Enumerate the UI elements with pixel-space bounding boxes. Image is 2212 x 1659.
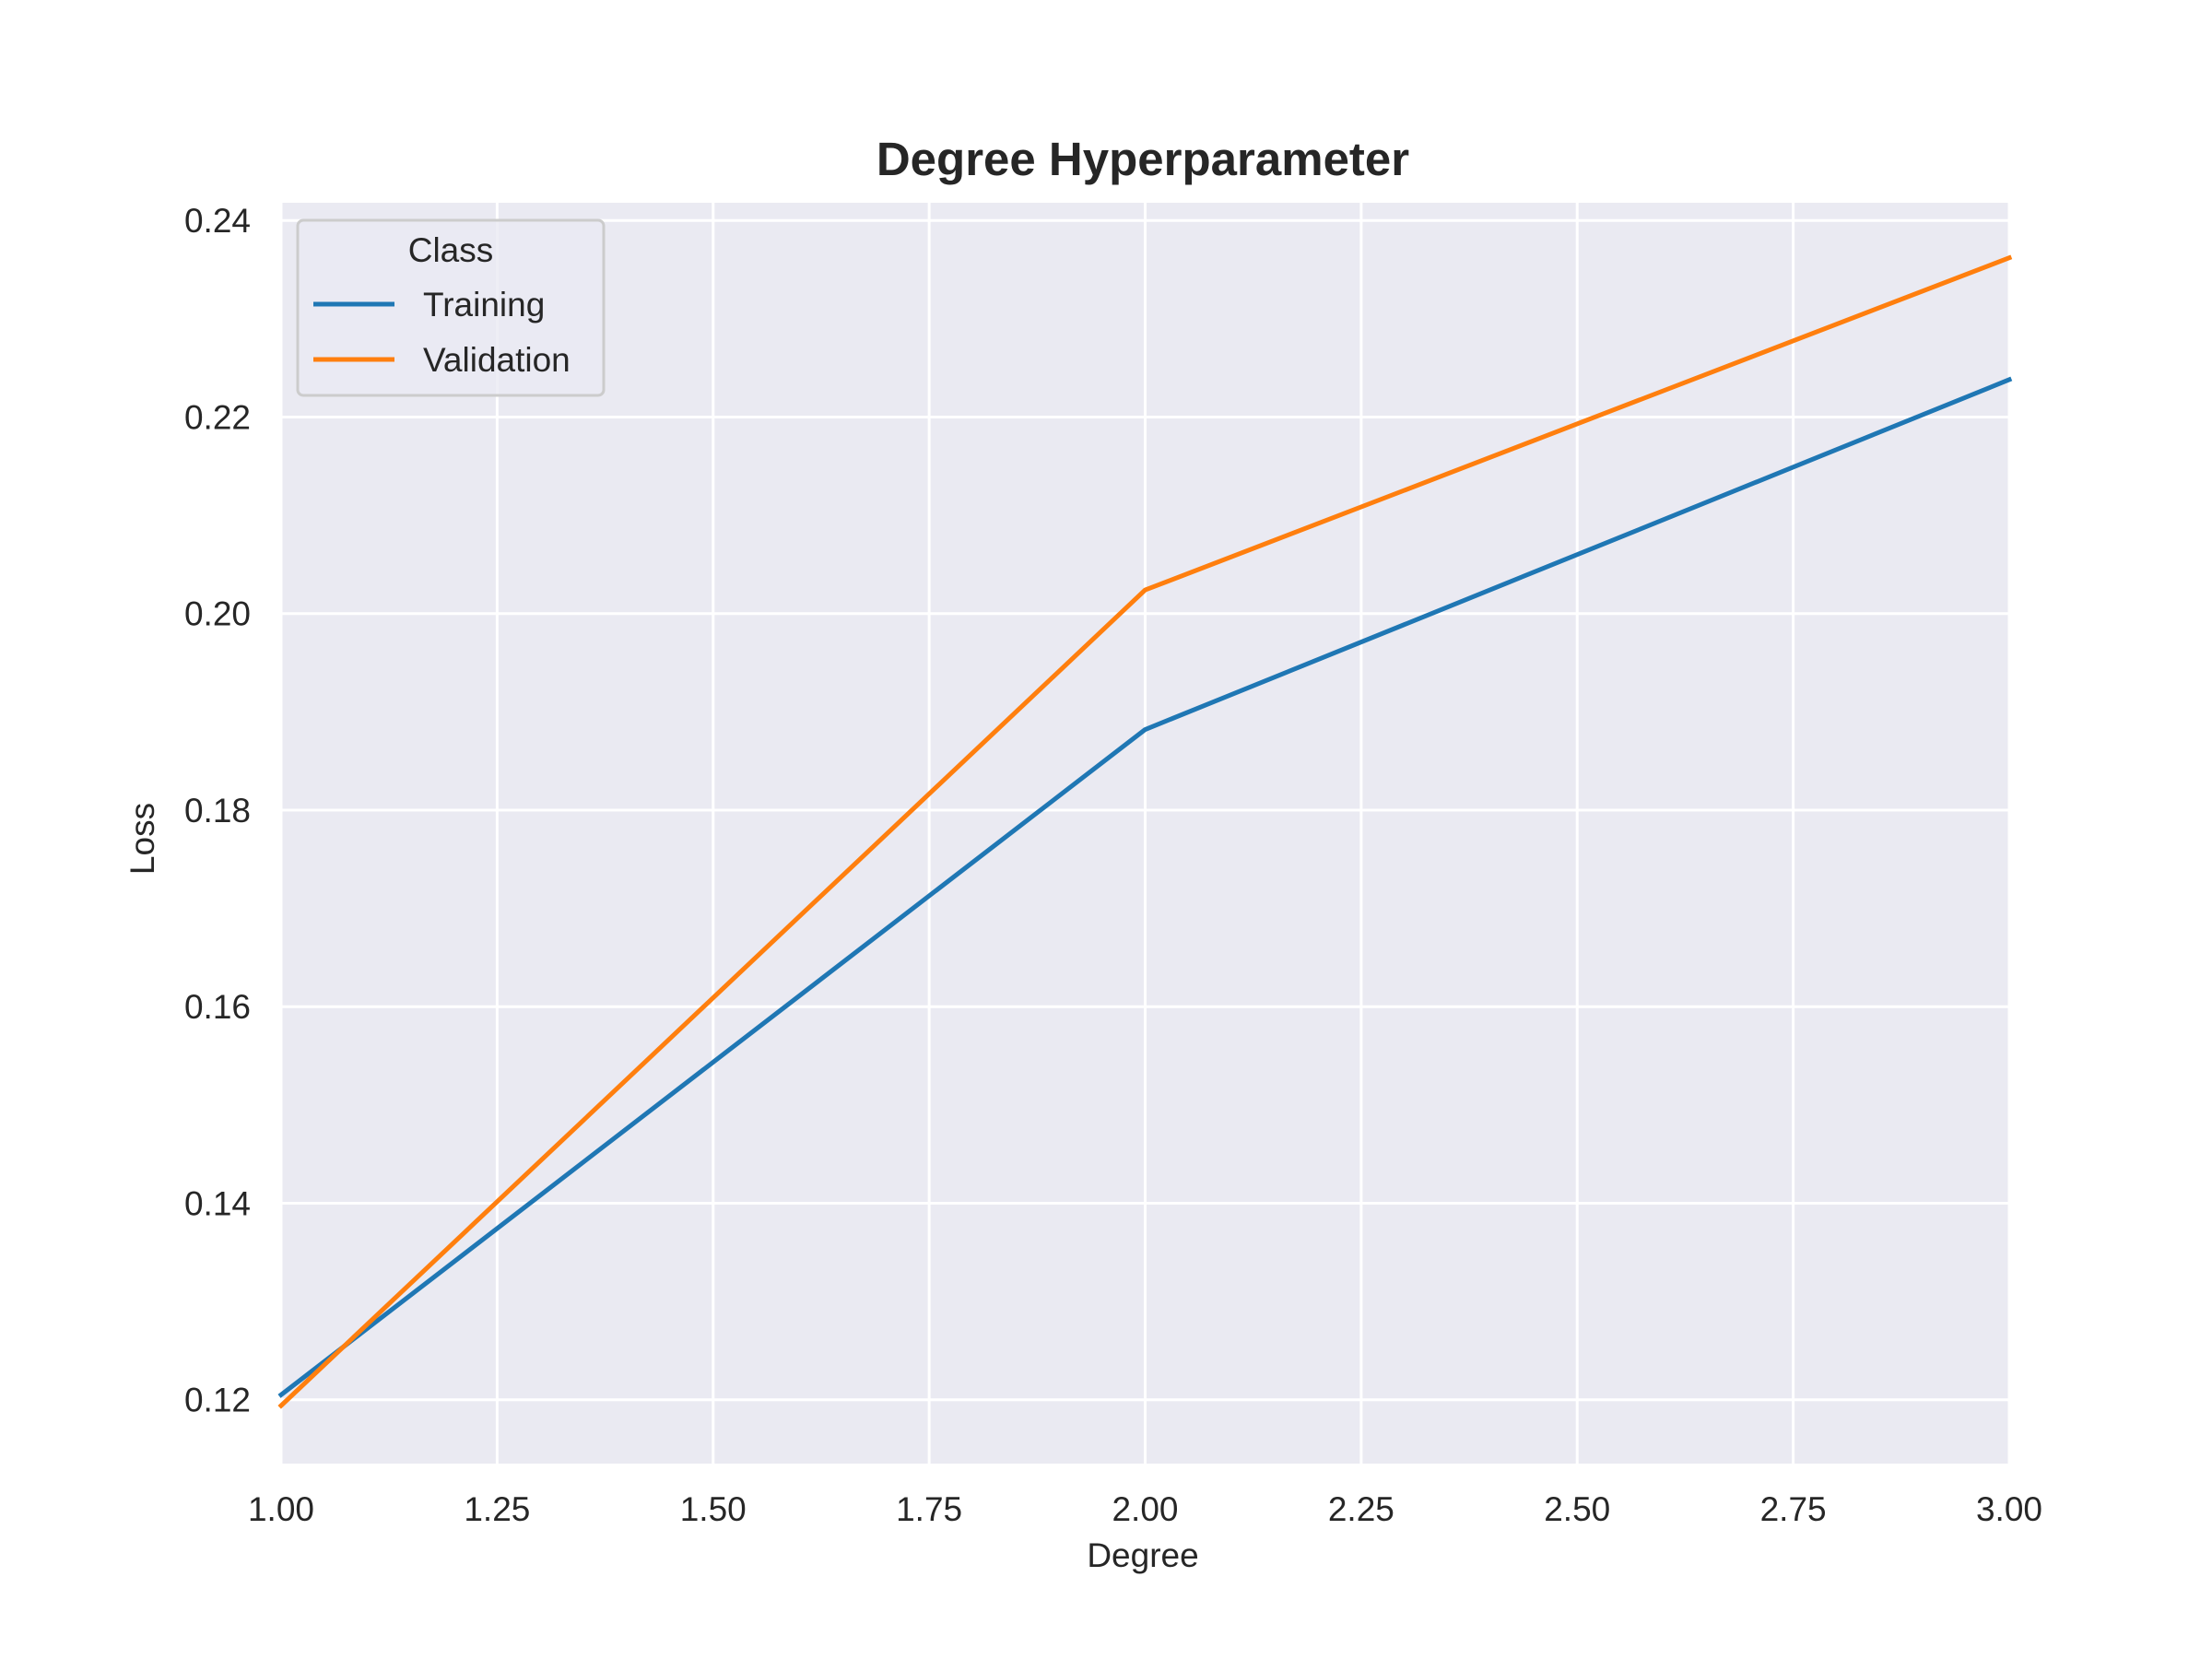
x-tick-label: 1.75 <box>896 1490 962 1528</box>
legend-title: Class <box>408 231 494 269</box>
y-tick-labels: 0.12 0.14 0.16 0.18 0.20 0.22 0.24 <box>184 202 251 1419</box>
y-tick-label: 0.14 <box>184 1184 251 1222</box>
legend: Class Training Validation <box>296 218 606 397</box>
legend-label-training: Training <box>423 286 545 324</box>
chart-title: Degree Hyperparameter <box>877 133 1409 185</box>
series-line-validation <box>277 254 2013 1409</box>
y-tick-label: 0.24 <box>184 202 251 240</box>
series-lines <box>277 254 2013 1409</box>
y-tick-label: 0.12 <box>184 1382 251 1419</box>
y-tick-label: 0.16 <box>184 988 251 1026</box>
y-axis-label: Loss <box>124 803 161 875</box>
series-line-training <box>277 376 2013 1398</box>
x-tick-label: 1.25 <box>464 1490 530 1528</box>
y-tick-label: 0.20 <box>184 595 251 633</box>
x-tick-label: 2.00 <box>1112 1490 1178 1528</box>
x-tick-label: 3.00 <box>1976 1490 2042 1528</box>
x-tick-label: 1.00 <box>248 1490 314 1528</box>
legend-label-validation: Validation <box>423 341 571 379</box>
legend-box <box>296 218 606 397</box>
grid-lines <box>279 203 2011 1464</box>
y-tick-label: 0.18 <box>184 792 251 830</box>
x-axis-label: Degree <box>1087 1536 1198 1574</box>
y-tick-label: 0.22 <box>184 398 251 436</box>
x-tick-label: 2.25 <box>1328 1490 1394 1528</box>
x-tick-labels: 1.00 1.25 1.50 1.75 2.00 2.25 2.50 2.75 3.00 <box>248 1490 2042 1528</box>
x-tick-label: 1.50 <box>680 1490 747 1528</box>
x-tick-label: 2.75 <box>1760 1490 1827 1528</box>
x-tick-label: 2.50 <box>1544 1490 1610 1528</box>
